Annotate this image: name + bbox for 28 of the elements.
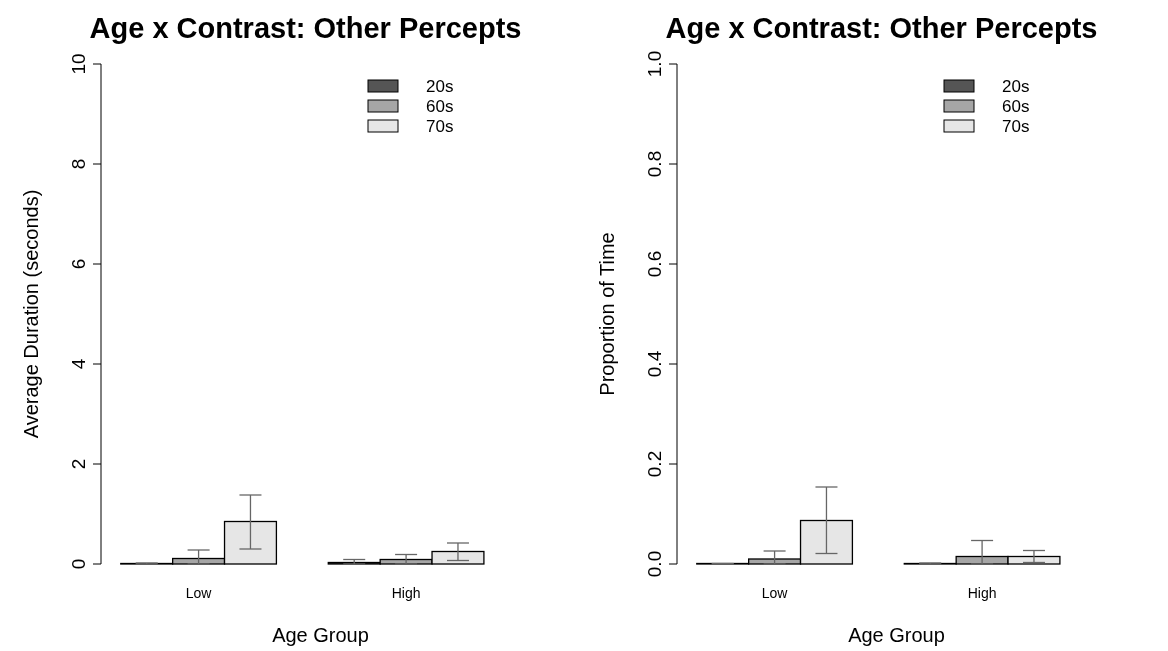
y-tick-label: 0 (68, 558, 89, 570)
y-tick-label: 8 (68, 158, 89, 170)
legend-label: 60s (426, 97, 454, 116)
x-tick-label: Low (185, 585, 213, 601)
y-axis-title: Proportion of Time (596, 232, 618, 396)
y-tick-label: 0.0 (644, 550, 665, 578)
y-tick-label: 6 (68, 258, 89, 270)
y-tick-label: 0.8 (644, 150, 665, 178)
y-tick-label: 0.6 (644, 250, 665, 278)
y-tick-label: 0.2 (644, 450, 665, 478)
y-tick-label: 2 (68, 458, 89, 470)
y-tick-label: 4 (68, 358, 89, 370)
legend-label: 60s (1002, 97, 1030, 116)
x-axis-title: Age Group (848, 624, 945, 646)
chart-title: Age x Contrast: Other Percepts (89, 12, 522, 44)
y-tick-label: 0.4 (644, 350, 665, 378)
chart-title: Age x Contrast: Other Percepts (665, 12, 1098, 44)
y-tick-label: 10 (68, 53, 89, 75)
legend-label: 70s (1002, 117, 1030, 136)
x-tick-label: Low (761, 585, 789, 601)
y-axis-title: Average Duration (seconds) (20, 189, 42, 439)
x-tick-label: High (967, 585, 997, 601)
legend-label: 20s (426, 77, 454, 96)
y-tick-label: 1.0 (644, 50, 665, 78)
legend-label: 70s (426, 117, 454, 136)
x-tick-label: High (391, 585, 421, 601)
legend-label: 20s (1002, 77, 1030, 96)
x-axis-title: Age Group (272, 624, 369, 646)
